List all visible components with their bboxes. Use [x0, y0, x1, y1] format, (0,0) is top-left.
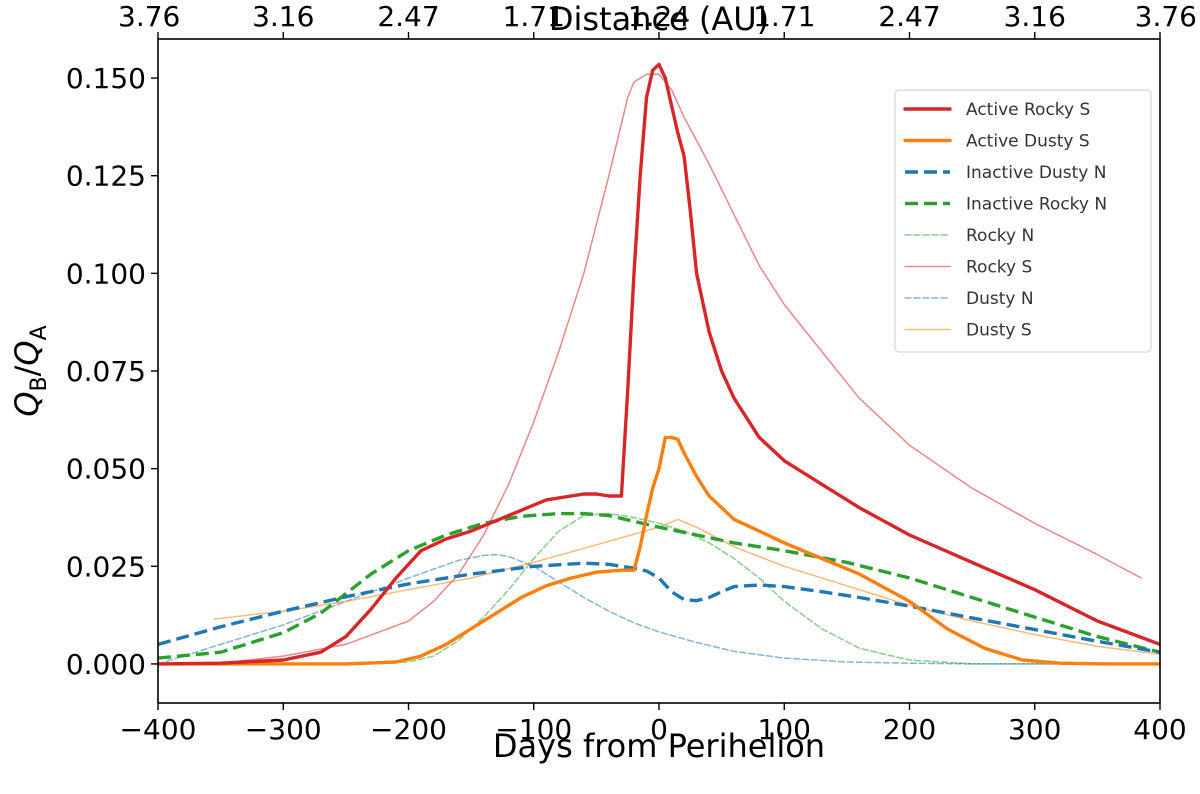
- series-line-inactive-dusty-n: [158, 561, 1160, 654]
- legend-label: Active Rocky S: [966, 100, 1090, 120]
- legend-items: Active Rocky S Active Dusty S Inactive Dus…: [903, 100, 1107, 341]
- y-tick-label: 0.050: [66, 453, 146, 486]
- x-tick-label: 100: [758, 713, 811, 746]
- y-tick-label: 0.000: [66, 648, 146, 681]
- top-tick-label: 3.16: [1004, 0, 1066, 33]
- y-axis-title-sub-b: B: [27, 376, 52, 391]
- x-tick-label: −300: [245, 713, 322, 746]
- x-tick-label: −400: [120, 713, 197, 746]
- y-axis-title: QB/QA: [8, 325, 52, 416]
- x-tick-label: 200: [883, 713, 936, 746]
- top-tick-label: 3.76: [118, 0, 180, 33]
- top-tick-label: 3.76: [1135, 0, 1197, 33]
- x-tick-label: 0: [650, 713, 668, 746]
- legend-label: Inactive Dusty N: [966, 163, 1106, 183]
- x-axis-ticks: −400 −300 −200 −100 0 100 200 300 400: [120, 703, 1187, 746]
- series-line-inactive-rocky-n: [158, 511, 1160, 660]
- y-axis-title-q2: Q: [8, 340, 46, 365]
- series-layer: [158, 62, 1160, 666]
- series-line-rocky-n: [158, 512, 1160, 665]
- top-tick-label: 1.71: [753, 0, 815, 33]
- legend-label: Dusty S: [966, 321, 1032, 341]
- legend-label: Rocky N: [966, 226, 1034, 246]
- y-tick-label: 0.025: [66, 550, 146, 583]
- y-tick-label: 0.100: [66, 257, 146, 290]
- top-tick-label: 1.24: [628, 0, 690, 33]
- top-tick-label: 2.47: [878, 0, 940, 33]
- y-axis-title-sub-a: A: [27, 325, 52, 340]
- y-tick-label: 0.075: [66, 355, 146, 388]
- x-tick-label: 300: [1008, 713, 1061, 746]
- y-tick-label: 0.125: [66, 160, 146, 193]
- top-tick-label: 2.47: [377, 0, 439, 33]
- legend-label: Rocky S: [966, 258, 1032, 278]
- legend-label: Active Dusty S: [966, 132, 1090, 152]
- y-axis-title-q1: Q: [8, 391, 46, 416]
- x-axis-title: Days from Perihelion: [493, 727, 825, 765]
- x-tick-label: 400: [1133, 713, 1186, 746]
- x-tick-label: −100: [495, 713, 572, 746]
- series-line-rocky-s: [213, 73, 1142, 665]
- top-tick-label: 3.16: [252, 0, 314, 33]
- series-line-active-rocky-s: [158, 62, 1160, 666]
- y-axis-ticks: 0.000 0.025 0.050 0.075 0.100 0.125 0.150: [66, 62, 158, 681]
- x-tick-label: −200: [370, 713, 447, 746]
- legend-label: Inactive Rocky N: [966, 195, 1107, 215]
- legend-box: [894, 89, 1152, 353]
- y-tick-label: 0.150: [66, 62, 146, 95]
- top-axis-ticks: 3.76 3.16 2.47 1.71 1.24 1.71 2.47 3.16 3.76: [118, 0, 1197, 39]
- legend-label: Dusty N: [966, 289, 1034, 309]
- series-line-active-dusty-s: [158, 435, 1160, 666]
- legend: Active Rocky S Active Dusty S Inactive Dus…: [894, 89, 1152, 353]
- y-axis-title-slash: /: [8, 365, 46, 376]
- top-axis-title: Distance (AU): [549, 0, 769, 38]
- series-line-dusty-s: [213, 518, 1160, 655]
- top-tick-label: 1.71: [503, 0, 565, 33]
